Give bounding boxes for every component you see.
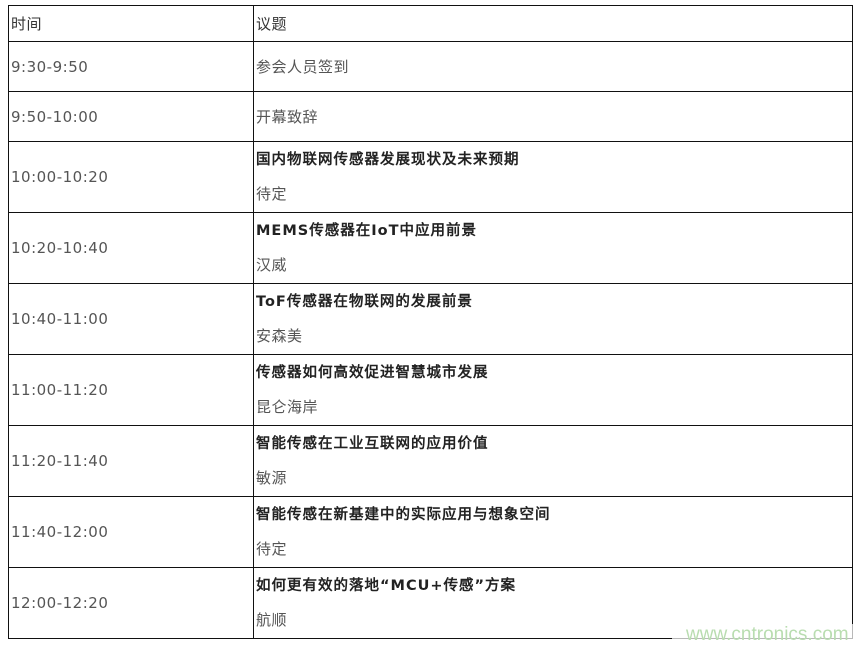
time-cell: 9:30-9:50 [8, 41, 254, 92]
topic-title: 智能传感在新基建中的实际应用与想象空间 [256, 507, 551, 523]
table-row: 9:50-10:00 开幕致辞 [8, 91, 853, 142]
speaker: 安森美 [256, 327, 303, 345]
topic-cell: 开幕致辞 [253, 91, 853, 142]
topic-cell: 参会人员签到 [253, 41, 853, 92]
topic-title: 传感器如何高效促进智慧城市发展 [256, 365, 489, 381]
topic-title: ToF传感器在物联网的发展前景 [256, 294, 473, 310]
speaker: 待定 [256, 540, 288, 558]
header-row: 时间 议题 [8, 5, 853, 42]
topic-cell: 传感器如何高效促进智慧城市发展 昆仑海岸 [253, 354, 853, 426]
header-topic: 议题 [253, 5, 853, 42]
time-cell: 10:40-11:00 [8, 283, 254, 355]
time-cell: 10:20-10:40 [8, 212, 254, 284]
table-row: 10:00-10:20 国内物联网传感器发展现状及未来预期 待定 [8, 141, 853, 213]
time-cell: 11:20-11:40 [8, 425, 254, 497]
agenda-table: 时间 议题 9:30-9:50 参会人员签到 9:50-10:00 开幕致辞 1… [8, 5, 853, 639]
time-cell: 12:00-12:20 [8, 567, 254, 639]
table-row: 11:20-11:40 智能传感在工业互联网的应用价值 敏源 [8, 425, 853, 497]
topic-title: 如何更有效的落地“MCU+传感”方案 [256, 578, 517, 594]
topic-cell: 智能传感在工业互联网的应用价值 敏源 [253, 425, 853, 497]
topic-cell: 智能传感在新基建中的实际应用与想象空间 待定 [253, 496, 853, 568]
topic-title: 智能传感在工业互联网的应用价值 [256, 436, 489, 452]
table-row: 9:30-9:50 参会人员签到 [8, 41, 853, 92]
speaker: 昆仑海岸 [256, 398, 319, 416]
speaker: 敏源 [256, 469, 288, 487]
topic-cell: MEMS传感器在IoT中应用前景 汉威 [253, 212, 853, 284]
table-row: 11:00-11:20 传感器如何高效促进智慧城市发展 昆仑海岸 [8, 354, 853, 426]
table-row: 10:40-11:00 ToF传感器在物联网的发展前景 安森美 [8, 283, 853, 355]
table-row: 10:20-10:40 MEMS传感器在IoT中应用前景 汉威 [8, 212, 853, 284]
time-cell: 11:00-11:20 [8, 354, 254, 426]
topic-cell: ToF传感器在物联网的发展前景 安森美 [253, 283, 853, 355]
time-cell: 10:00-10:20 [8, 141, 254, 213]
speaker: 待定 [256, 185, 288, 203]
topic-title: MEMS传感器在IoT中应用前景 [256, 223, 477, 239]
speaker: 航顺 [256, 611, 288, 629]
header-time: 时间 [8, 5, 254, 42]
watermark: www.cntronics.com [672, 624, 858, 646]
time-cell: 9:50-10:00 [8, 91, 254, 142]
table-row: 11:40-12:00 智能传感在新基建中的实际应用与想象空间 待定 [8, 496, 853, 568]
time-cell: 11:40-12:00 [8, 496, 254, 568]
speaker: 汉威 [256, 256, 288, 274]
topic-cell: 国内物联网传感器发展现状及未来预期 待定 [253, 141, 853, 213]
topic-title: 国内物联网传感器发展现状及未来预期 [256, 152, 520, 168]
